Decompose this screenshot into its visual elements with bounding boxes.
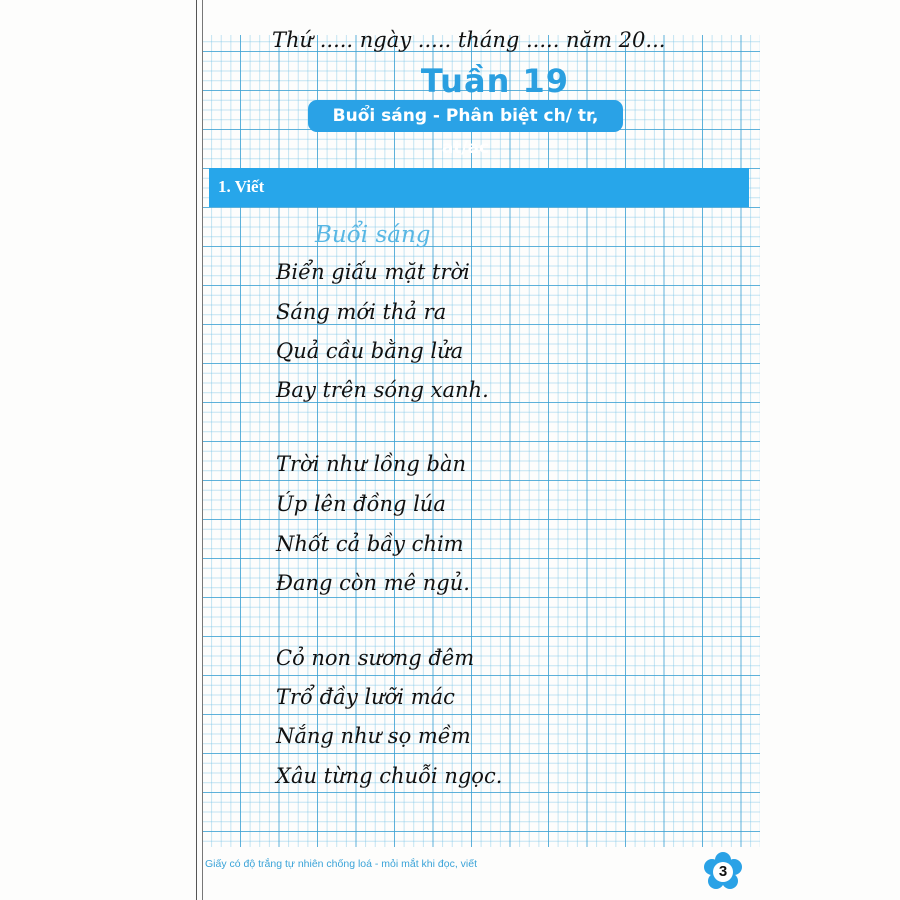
poem-line: Sáng mới thả ra (276, 300, 447, 324)
poem-line: Cỏ non sương đêm (276, 646, 475, 670)
page-number-badge: 3 (703, 852, 743, 892)
page-number: 3 (718, 863, 728, 880)
poem-line: Quả cầu bằng lửa (276, 339, 464, 363)
poem-line: Đang còn mê ngủ. (276, 571, 470, 595)
section-header: 1. Viết (209, 168, 749, 207)
poem-title: Buổi sáng (315, 222, 431, 248)
poem-line: Trổ đầy lưỡi mác (276, 685, 455, 709)
footer-note: Giấy có độ trắng tự nhiên chống loá - mỏ… (205, 858, 478, 870)
lesson-title-badge: Buổi sáng - Phân biệt ch/ tr, at/ac (308, 100, 623, 158)
date-line: Thứ ..... ngày ..... tháng ..... năm 20.… (272, 28, 666, 52)
page-margin-line (196, 0, 203, 900)
poem-line: Nắng như sọ mềm (276, 724, 471, 748)
week-title: Tuần 19 (420, 62, 570, 100)
poem-line: Úp lên đồng lúa (276, 492, 446, 516)
section-title: 1. Viết (218, 177, 265, 196)
poem-line: Nhốt cả bầy chim (276, 532, 464, 556)
poem-line: Xâu từng chuỗi ngọc. (276, 764, 503, 788)
poem-line: Trời như lồng bàn (276, 452, 467, 476)
poem-line: Biển giấu mặt trời (276, 260, 470, 284)
flower-icon (704, 852, 742, 889)
poem-line: Bay trên sóng xanh. (276, 378, 489, 402)
